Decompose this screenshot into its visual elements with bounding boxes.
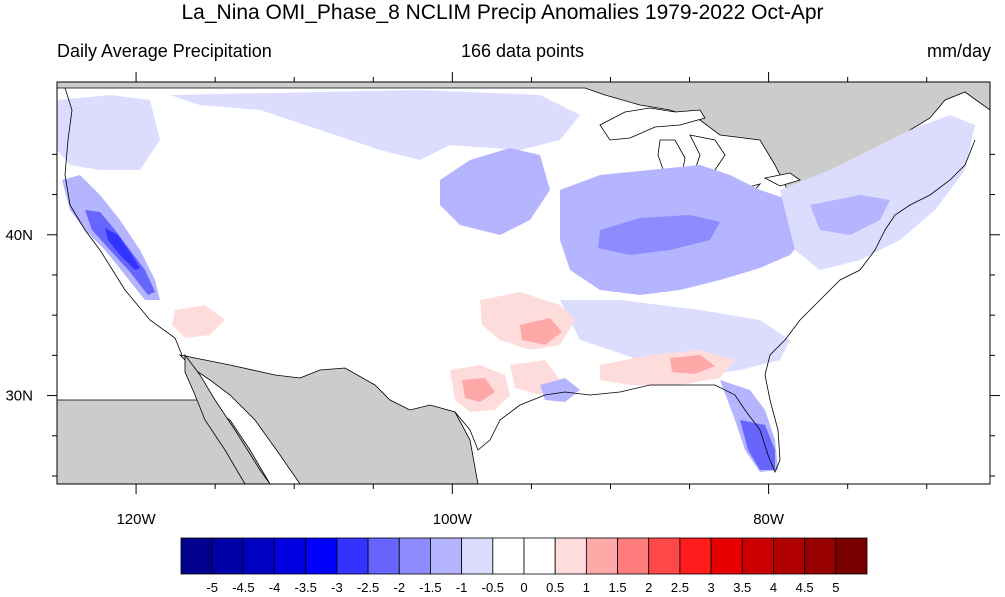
colorbar-label: 3 [707,580,714,595]
colorbar-label: 0 [520,580,527,595]
northern-plains-anomaly [170,90,580,160]
lat-tick-label: 30N [5,388,33,405]
colorbar-label: -2.5 [357,580,379,595]
center-subtitle: 166 data points [460,41,585,61]
colorbar-label: 4.5 [796,580,814,595]
colorbar-label: -0.5 [482,580,504,595]
map-title: La_Nina OMI_Phase_8 NCLIM Precip Anomali… [181,1,824,24]
colorbar-box [242,537,275,575]
colorbar-box [336,537,369,575]
colorbar-box [617,537,650,575]
colorbar-label: -4.5 [232,580,254,595]
colorbar-label: 4 [770,580,777,595]
colorbar-box [305,537,338,575]
precipitation-map: 120W 100W 80W 40N 30N [5,72,1000,528]
lon-tick-label: 100W [433,511,473,528]
california-sierra-peak [105,228,140,270]
anomaly-shading [57,90,975,472]
colorbar-label: 1.5 [609,580,627,595]
northeast-core [810,195,890,235]
colorbar-box [585,537,618,575]
northwest-anomaly [57,95,160,170]
lon-tick-label: 120W [116,511,156,528]
colorbar-label: -5 [206,580,218,595]
texas-positive-core [462,378,495,402]
map-body [57,82,990,484]
colorbar-box [367,537,400,575]
us-coastline [64,87,976,474]
gulf-coast-negative [540,378,580,402]
colorbar-box [648,537,681,575]
colorbar-box [398,537,431,575]
colorbar-box [523,537,556,575]
lat-tick-label: 40N [5,227,33,244]
colorbar-label: -3 [331,580,343,595]
colorbar-box [773,537,806,575]
colorbar-box [741,537,774,575]
colorbar-box [492,537,525,575]
gulf-coast-positive-core [670,355,715,374]
colorbar-box [804,537,837,575]
colorbar-box [180,537,213,575]
colorbar-label: -1 [456,580,468,595]
central-plains-anomaly [440,148,550,235]
colorbar-box [710,537,743,575]
florida-core [740,420,775,470]
colorbar-box [274,537,307,575]
colorbar-box [835,537,868,575]
colorbar-label: 5 [832,580,839,595]
colorbar-label: 0.5 [546,580,564,595]
colorbar-box [430,537,463,575]
colorbar-boxes [180,537,868,575]
map-frame [56,81,991,485]
colorbar-label: 3.5 [733,580,751,595]
lake-ontario [763,172,801,187]
southeast-anomaly [560,300,790,375]
colorbar-label: -1.5 [419,580,441,595]
colorbar-label: 2.5 [671,580,689,595]
colorbar-label: -3.5 [295,580,317,595]
colorbar-label: 1 [583,580,590,595]
map-ticks: 120W 100W 80W 40N 30N [5,72,1000,528]
lon-tick-label: 80W [753,511,785,528]
baja-california [184,353,271,484]
colorbar-box [679,537,712,575]
colorbar-label: -4 [269,580,281,595]
colorbar-label: -2 [393,580,405,595]
lake-superior [599,107,706,141]
colorbar-box [461,537,494,575]
colorbar-label: 2 [645,580,652,595]
units-subtitle: mm/day [926,41,991,61]
colorbar-box [211,537,244,575]
mexico-land [57,354,479,484]
colorbar-box [554,537,587,575]
left-subtitle: Daily Average Precipitation [57,41,272,61]
ohio-valley-core [598,215,720,255]
colorbar: -5 -4.5 -4 -3.5 -3 -2.5 -2 -1.5 -1 -0.5 0 0.5 1 1.5 2 2… [180,537,868,595]
southwest-positive [172,305,225,338]
colorbar-labels: -5 -4.5 -4 -3.5 -3 -2.5 -2 -1.5 -1 -0.5 0 0.5 1 1.5 2 2… [206,580,839,595]
oklahoma-positive-core [520,318,562,345]
